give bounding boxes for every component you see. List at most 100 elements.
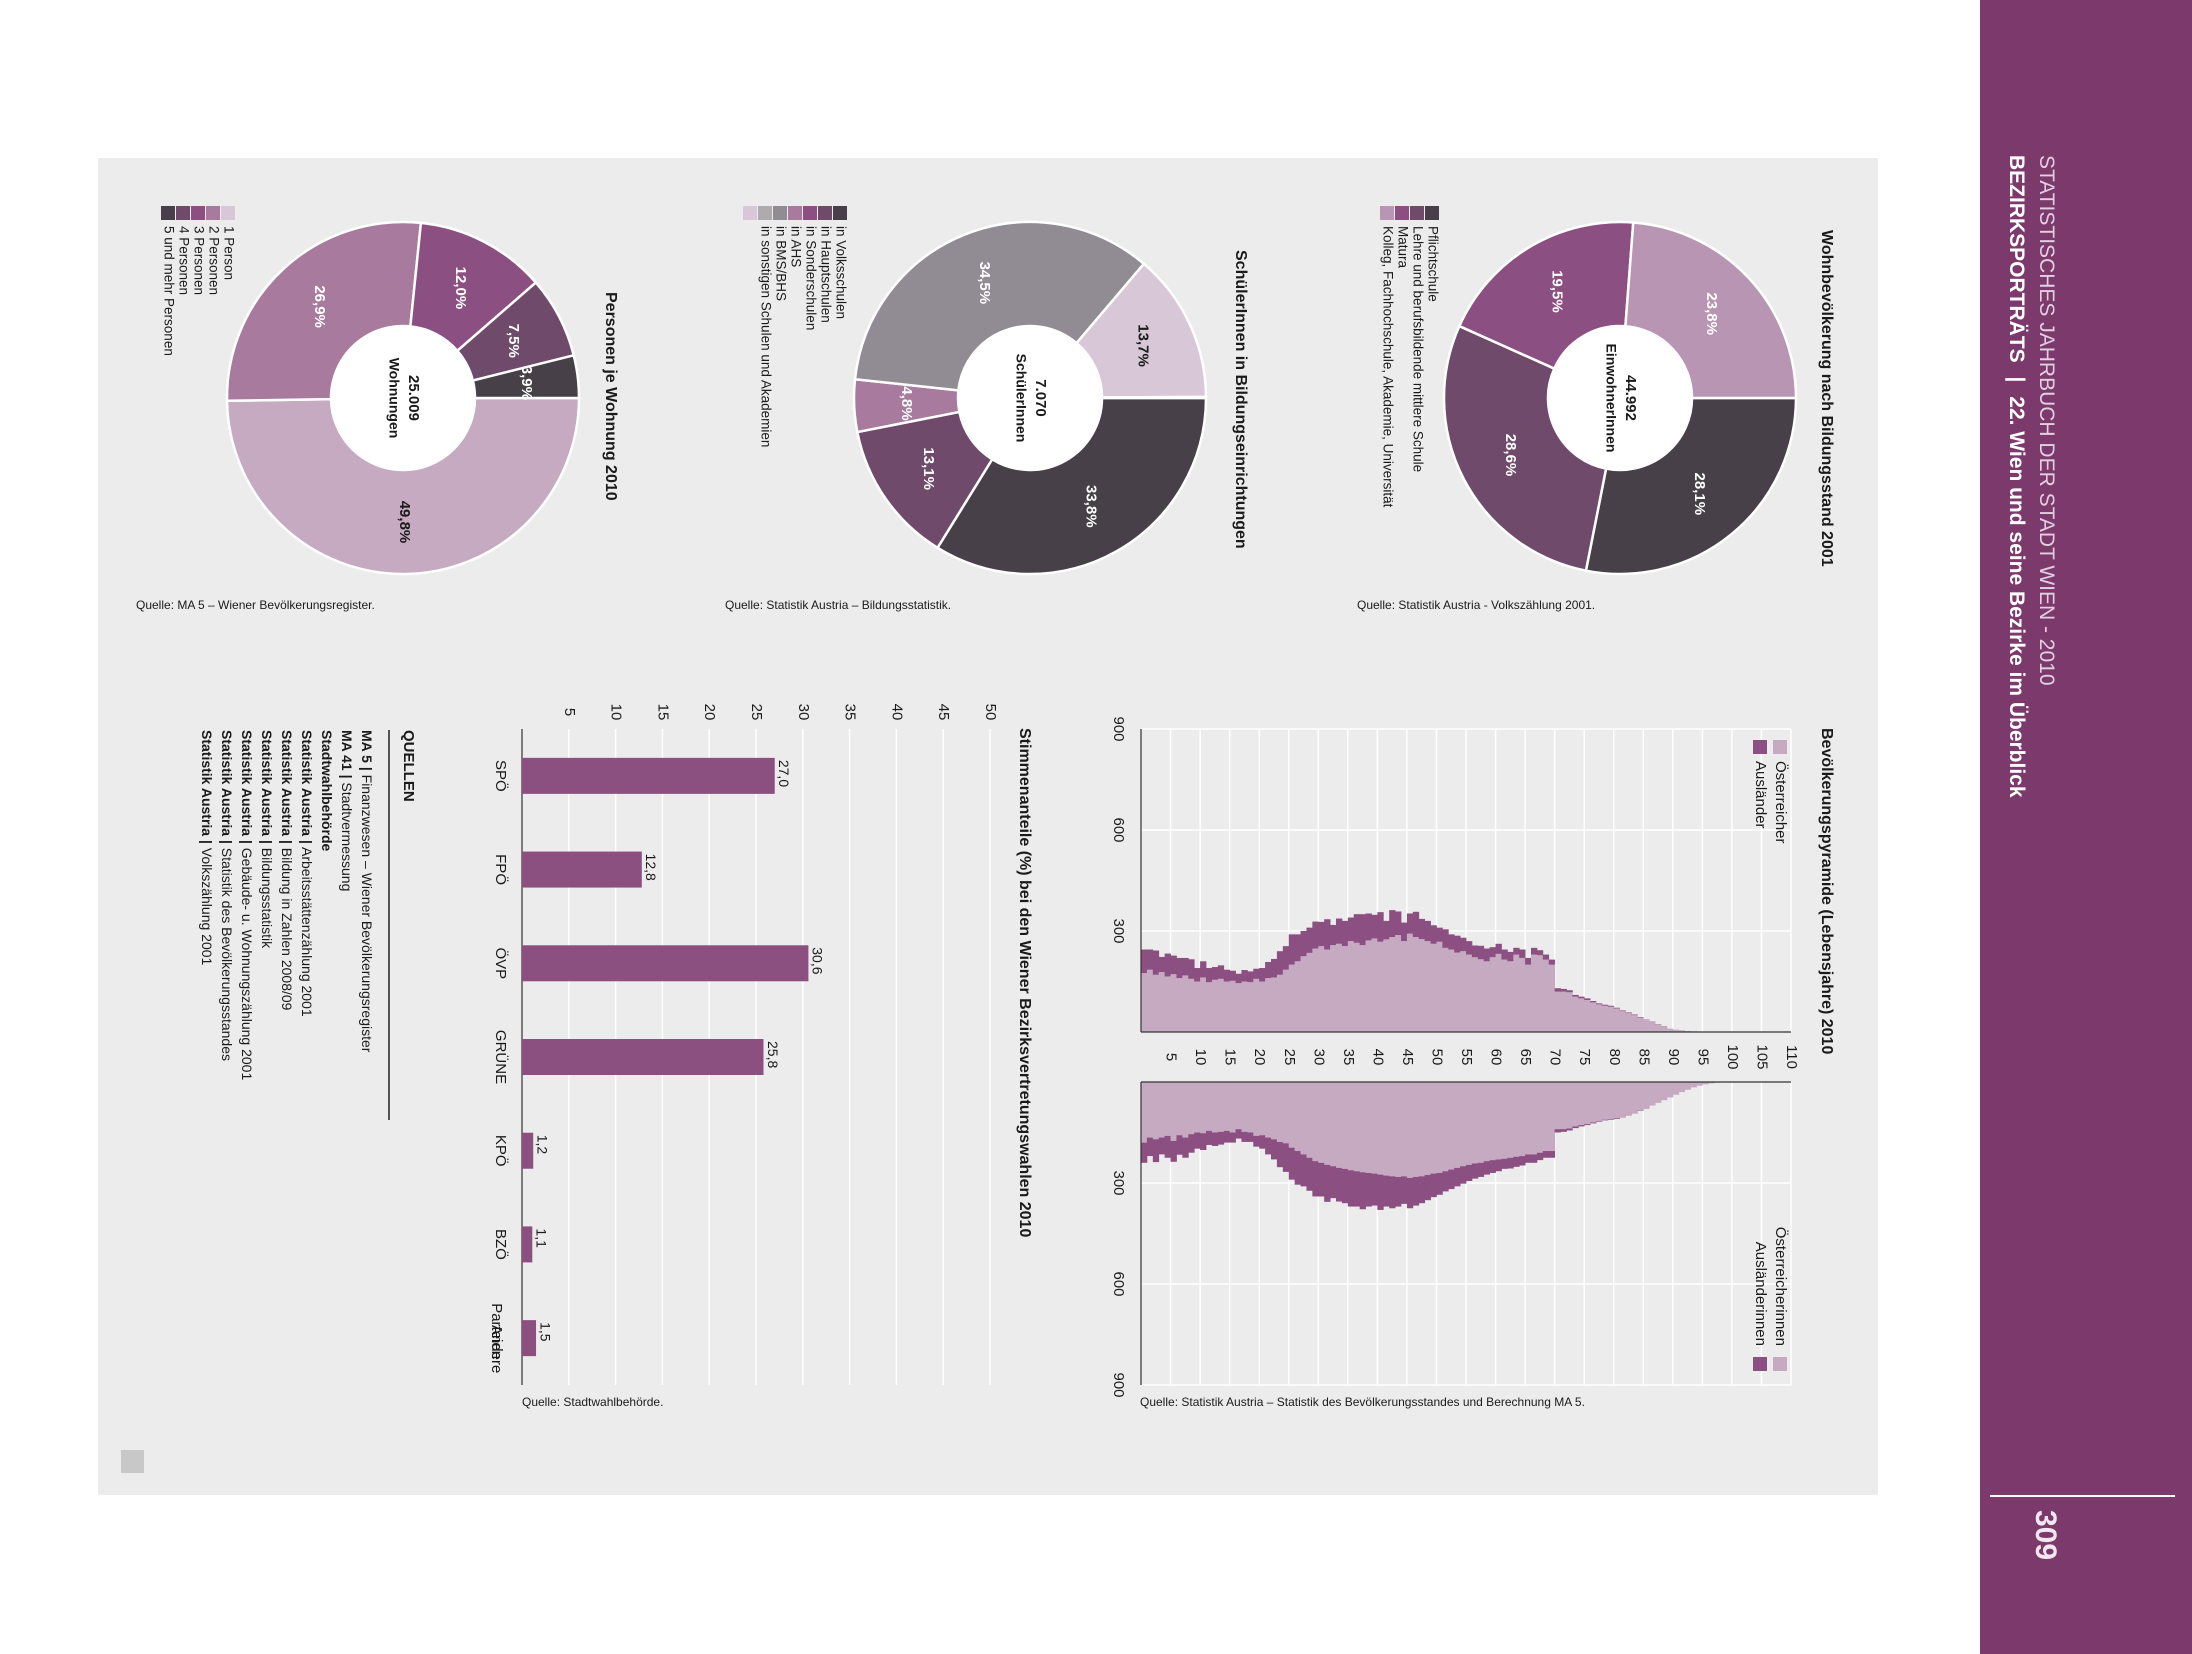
pyramid-bar-native-female: [1377, 1082, 1384, 1175]
pyramid-bar-native-female: [1300, 1082, 1307, 1155]
age-tick-label: 10: [1192, 1049, 1209, 1066]
pyramid-bar-foreign-female: [1359, 1172, 1366, 1210]
source-item-detail: Stadtvermessung: [339, 779, 355, 892]
chart-source: Quelle: Statistik Austria - Volkszählung…: [1357, 598, 1595, 612]
pyramid-bar-foreign-female: [1271, 1139, 1278, 1160]
pyramid-bar-foreign-male: [1229, 970, 1236, 981]
center-value: 25.009: [405, 375, 422, 421]
pyramid-bar-native-female: [1141, 1082, 1148, 1143]
pyramid-bar-foreign-male: [1146, 949, 1154, 970]
pyramid-bar-native-male: [1282, 969, 1290, 1032]
pyramid-bar-foreign-male: [1531, 947, 1538, 955]
donut-chart-0: 28,1% 28,6% 19,5% 23,8% 44.992EinwohnerInnen…: [1357, 206, 1835, 612]
pyramid-bar-native-male: [1365, 940, 1372, 1032]
slice-label: 49,8%: [396, 501, 413, 544]
pyramid-bar-native-male: [1489, 957, 1496, 1032]
pyramid-bar-native-male: [1471, 957, 1479, 1032]
pyramid-bar-foreign-female: [1448, 1169, 1455, 1190]
chart-title: Bevölkerungspyramide (Lebensjahre) 2010: [1818, 728, 1835, 1054]
pyramid-bar-native-male: [1460, 951, 1467, 1032]
pyramid-bar-native-female: [1507, 1082, 1514, 1158]
pyramid-bar-native-male: [1276, 974, 1284, 1032]
legend-swatch: [788, 206, 802, 220]
bar-value-label: 1,2: [535, 1135, 551, 1155]
pyramid-bar-native-male: [1649, 1021, 1656, 1032]
pyramid-bar-native-male: [1412, 937, 1420, 1032]
source-item: MA 5 | Finanzwesen – Wiener Bevölkerungs…: [359, 730, 375, 1053]
pyramid-bar-native-male: [1525, 964, 1532, 1032]
pyramid-bar-foreign-female: [1477, 1162, 1485, 1177]
pyramid-bar-native-female: [1347, 1082, 1355, 1171]
pyramid-bar-native-female: [1206, 1082, 1213, 1131]
pyramid-bar-native-male: [1294, 961, 1301, 1032]
pyramid-bar-native-male: [1330, 945, 1337, 1032]
slice-label: 33,8%: [1082, 485, 1099, 528]
pyramid-bar-foreign-male: [1164, 953, 1171, 977]
pyramid-bar-foreign-male: [1607, 1005, 1615, 1007]
pyramid-bar-foreign-female: [1572, 1126, 1579, 1129]
value-tick-label: 50: [982, 704, 999, 721]
pyramid-bar-native-female: [1241, 1082, 1248, 1132]
pyramid-bar-foreign-male: [1584, 998, 1591, 1001]
source-item-detail: Statistik des Bevölkerungsstandes: [219, 844, 235, 1061]
category-label: AndereParteien: [488, 1303, 505, 1373]
pyramid-bar-foreign-male: [1519, 949, 1526, 958]
pyramid-bar-native-female: [1211, 1082, 1219, 1133]
pyramid-bar-foreign-male: [1495, 943, 1502, 954]
value-tick-label: 15: [654, 704, 671, 721]
pyramid-bar-foreign-female: [1406, 1177, 1414, 1209]
pyramid-bar-native-female: [1152, 1082, 1160, 1140]
age-tick-label: 80: [1606, 1049, 1623, 1066]
pyramid-bar-foreign-female: [1507, 1157, 1514, 1169]
pyramid-bar-foreign-female: [1513, 1156, 1520, 1167]
pyramid-bar-native-female: [1601, 1082, 1609, 1120]
pyramid-bar-foreign-male: [1377, 912, 1384, 942]
pyramid-bar-foreign-male: [1578, 996, 1585, 999]
pyramid-bar-foreign-male: [1477, 945, 1485, 960]
pyramid-bar-foreign-female: [1176, 1135, 1183, 1155]
chart-source: Quelle: Statistik Austria – Statistik de…: [1140, 1395, 1585, 1409]
pyramid-bar-native-male: [1495, 953, 1502, 1032]
pyramid-bar-foreign-female: [1164, 1135, 1171, 1158]
pyramid-bar-native-female: [1483, 1082, 1491, 1162]
pyramid-bar-native-male: [1336, 943, 1343, 1032]
pyramid-bar-native-female: [1649, 1082, 1656, 1106]
pyramid-bar-foreign-male: [1613, 1007, 1621, 1009]
pyramid-bar-foreign-female: [1531, 1154, 1538, 1163]
legend-swatch: [1410, 206, 1424, 220]
pyramid-bar-foreign-male: [1424, 920, 1431, 942]
legend-swatch: [1773, 740, 1787, 754]
value-tick-label: 900: [1110, 1372, 1127, 1397]
pyramid-bar-native-male: [1601, 1005, 1609, 1032]
pyramid-bar-native-male: [1170, 974, 1177, 1032]
source-item-detail: Finanzwesen – Wiener Bevölkerungsregiste…: [359, 771, 375, 1053]
pyramid-bar-foreign-female: [1312, 1161, 1319, 1197]
source-item: Statistik Austria | Statistik des Bevölk…: [219, 730, 235, 1061]
age-tick-label: 30: [1310, 1049, 1327, 1066]
pyramid-bar-foreign-male: [1265, 961, 1272, 979]
pyramid-bar-native-male: [1442, 947, 1449, 1032]
value-tick-label: 20: [701, 704, 718, 721]
pyramid-bar-native-male: [1678, 1030, 1686, 1032]
pyramid-bar-foreign-male: [1306, 927, 1313, 953]
pyramid-bar-native-male: [1223, 981, 1231, 1032]
pyramid-bar-native-female: [1412, 1082, 1420, 1177]
pyramid-bar-foreign-male: [1601, 1004, 1609, 1006]
pyramid-bar-native-female: [1330, 1082, 1337, 1167]
value-tick-label: 600: [1110, 817, 1127, 842]
pyramid-bar-native-female: [1418, 1082, 1426, 1177]
pyramid-bar-foreign-female: [1489, 1160, 1496, 1173]
sources-title: QUELLEN: [400, 730, 417, 802]
slice-label: 13,1%: [920, 447, 937, 490]
pyramid-bar-native-female: [1471, 1082, 1479, 1164]
pyramid-bar-native-male: [1566, 992, 1573, 1032]
legend-label: 3 Personen: [191, 226, 206, 295]
pyramid-bar-native-female: [1519, 1082, 1526, 1157]
pyramid-bar-foreign-female: [1466, 1164, 1473, 1181]
value-tick-label: 600: [1110, 1271, 1127, 1296]
pyramid-bar-foreign-male: [1489, 947, 1496, 958]
pyramid-bar-foreign-male: [1247, 971, 1254, 983]
source-item-org: Statistik Austria |: [259, 730, 275, 844]
pyramid-bar-native-female: [1548, 1082, 1556, 1152]
age-tick-label: 105: [1753, 1044, 1770, 1069]
